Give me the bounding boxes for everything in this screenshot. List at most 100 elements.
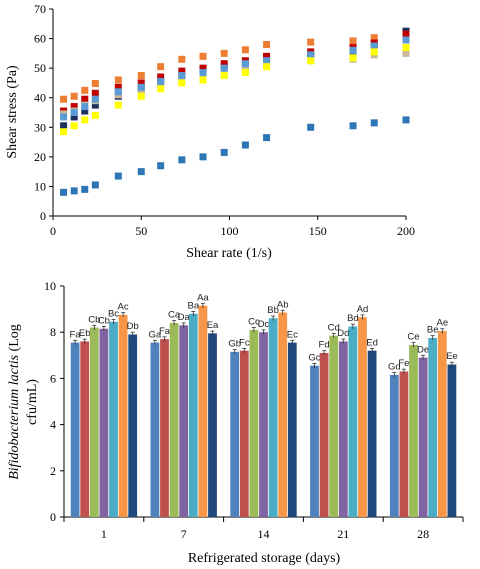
bar	[150, 342, 160, 517]
bar-x-tick-label: 28	[417, 527, 429, 541]
scatter-point	[60, 95, 68, 103]
scatter-point	[91, 80, 99, 88]
scatter-point	[199, 153, 207, 161]
bar-data-label: Bc	[108, 308, 119, 319]
bar-data-label: Bd	[347, 313, 359, 324]
scatter-point	[81, 107, 89, 115]
bar-data-label: Eb	[79, 328, 91, 339]
scatter-point	[349, 37, 357, 45]
bar	[109, 321, 118, 517]
scatter-point	[307, 123, 315, 131]
bar	[338, 341, 348, 517]
scatter-point	[402, 49, 410, 57]
bar-x-ticks: 1 7 14 21 28	[63, 517, 464, 541]
bar	[89, 327, 99, 517]
scatter-point	[220, 60, 228, 68]
scatter-point	[220, 72, 228, 80]
bar-data-label: Ea	[207, 320, 219, 331]
scatter-y-tick-label: 70	[34, 2, 46, 16]
scatter-x-tick-label: 50	[135, 224, 147, 238]
bar-data-label: Bb	[267, 305, 279, 316]
scatter-point	[81, 103, 89, 111]
bar-y-tick-label: 8	[50, 325, 56, 339]
scatter-series-5	[60, 36, 410, 121]
scatter-series-3	[60, 30, 410, 115]
scatter-point	[114, 83, 122, 91]
scatter-point	[349, 46, 357, 54]
scatter-point	[70, 109, 78, 116]
bar	[208, 333, 217, 517]
scatter-point	[114, 76, 122, 84]
scatter-series-1	[60, 32, 410, 103]
bar-y-axis-label-italic: Bifidobacterium lactis	[7, 354, 22, 479]
scatter-point	[81, 116, 89, 124]
bar	[358, 317, 367, 517]
scatter-point	[263, 134, 271, 142]
bar	[278, 312, 288, 517]
scatter-point	[60, 122, 68, 130]
bar	[447, 364, 457, 517]
bar-x-axis-label: Refrigerated storage (days)	[188, 551, 341, 566]
scatter-point	[178, 67, 186, 75]
scatter-x-tick-label: 0	[50, 224, 56, 238]
bar	[259, 332, 268, 517]
scatter-point	[60, 188, 68, 196]
bar-data-label: Ae	[436, 318, 448, 329]
scatter-y-tick-label: 50	[34, 61, 46, 75]
bar	[409, 344, 418, 517]
bar-y-tick-label: 0	[50, 510, 56, 524]
bar-data-label: Ga	[149, 329, 162, 340]
bar-series: FaEbCbCbBcAcDbGaFaCaDaBaAaEaGbFcCcDcBbAb…	[70, 292, 458, 517]
bar-x-tick-label: 14	[258, 527, 270, 541]
bar-y-tick-label: 2	[50, 464, 56, 478]
scatter-point	[91, 111, 99, 119]
scatter-y-ticks: 0 10 20 30 40 50 60 70	[34, 2, 53, 223]
bar-y-axis-label-rest: (Log	[7, 324, 22, 355]
bar	[389, 374, 399, 517]
scatter-point	[241, 141, 249, 149]
scatter-y-tick-label: 40	[34, 91, 46, 105]
scatter-y-axis-label: Shear stress (Pa)	[5, 65, 20, 159]
scatter-point	[178, 156, 186, 164]
scatter-points	[60, 27, 410, 196]
scatter-point	[157, 85, 165, 93]
bar-data-label: Ac	[118, 302, 129, 313]
bar	[367, 350, 377, 517]
bar-data-label: Dc	[258, 319, 270, 330]
bar	[287, 342, 297, 517]
scatter-point	[370, 48, 378, 56]
scatter-x-tick-label: 200	[397, 224, 415, 238]
bar-data-label: Cb	[88, 314, 100, 325]
scatter-point	[157, 73, 165, 81]
bar-data-label: Fd	[319, 340, 330, 351]
scatter-point	[370, 119, 378, 127]
scatter-point	[349, 54, 357, 62]
bar	[348, 326, 358, 517]
bar-data-label: Gc	[308, 352, 320, 363]
bar-x-tick-label: 21	[337, 527, 349, 541]
bar-data-label: Cb	[98, 315, 110, 326]
scatter-point	[220, 64, 228, 72]
scatter-x-ticks: 0 50 100 150 200	[50, 216, 415, 238]
scatter-point	[263, 63, 271, 71]
bar-data-label: Ec	[287, 329, 298, 340]
scatter-point	[220, 148, 228, 156]
scatter-point	[370, 42, 378, 50]
scatter-point	[241, 69, 249, 77]
bar	[99, 328, 109, 517]
scatter-point	[220, 49, 228, 57]
scatter-x-tick-label: 100	[221, 224, 239, 238]
bar	[118, 314, 128, 517]
scatter-point	[199, 69, 207, 77]
scatter-series-4	[60, 49, 410, 118]
scatter-point	[157, 77, 165, 85]
scatter-point	[402, 43, 410, 51]
scatter-point	[263, 57, 271, 65]
scatter-point	[241, 46, 249, 54]
bar-data-label: Fa	[159, 326, 171, 337]
bar-data-label: Dd	[337, 328, 349, 339]
scatter-point	[81, 185, 89, 193]
scatter-point	[91, 89, 99, 97]
scatter-series-6	[60, 43, 410, 136]
